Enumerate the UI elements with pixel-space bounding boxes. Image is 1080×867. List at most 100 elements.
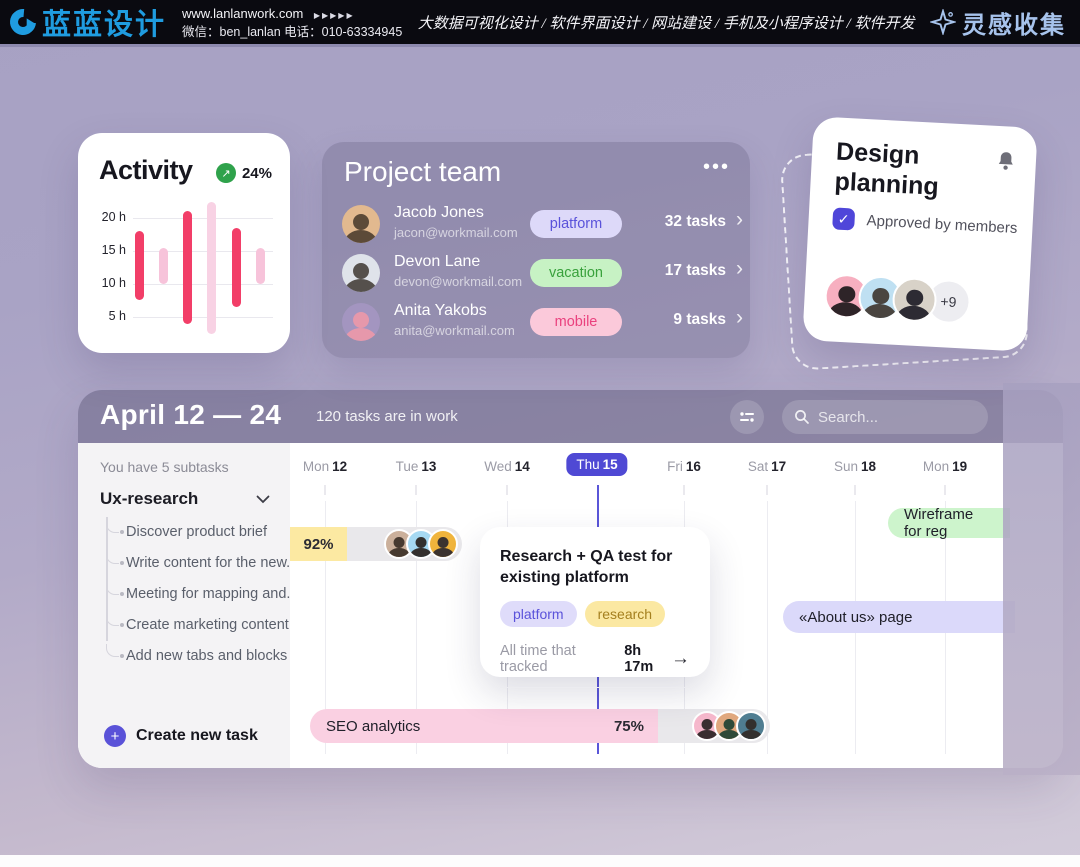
tag-platform[interactable]: platform [500, 600, 577, 627]
plus-icon: + [104, 725, 126, 747]
activity-title: Activity [99, 155, 193, 185]
member-tasks-count: 32 tasks [664, 213, 726, 230]
activity-bar [255, 247, 265, 284]
task-assignees [692, 711, 766, 741]
sparkle-star-icon [930, 9, 956, 35]
member-tag[interactable]: mobile [530, 308, 622, 336]
gridline-20h [133, 218, 273, 219]
day-tick [324, 485, 326, 495]
tree-dot [120, 654, 124, 658]
subtask-item[interactable]: Add new tabs and blocks [126, 648, 288, 664]
tag-research[interactable]: research [584, 600, 666, 627]
search-bar[interactable] [782, 400, 988, 434]
gantt-panel: You have 5 subtasks Ux-research Discover… [78, 390, 1063, 768]
tree-branch [106, 551, 119, 564]
y-axis-label: 5 h [108, 309, 126, 323]
gantt-chart-area: Mon 12 Tue 13 Wed 14 Thu 15 Fri 16 Sat 17 Sun 1… [290, 443, 1063, 768]
activity-bar [134, 231, 144, 301]
tracked-time-value: 8h 17m [624, 642, 654, 675]
activity-badge-value: 24% [241, 164, 272, 182]
bottom-white-strip [0, 855, 1080, 867]
day-tick [415, 485, 417, 495]
subtask-item[interactable]: Write content for the new... [126, 555, 299, 571]
member-email: anita@workmail.com [394, 323, 515, 338]
activity-bar [206, 201, 216, 334]
member-tag[interactable]: vacation [530, 259, 622, 287]
tracked-time-row: All time that tracked 8h 17m → [500, 643, 690, 688]
avatar [342, 254, 380, 292]
inspiration-block[interactable]: 灵感收集 [930, 5, 1066, 40]
tree-dot [120, 623, 124, 627]
day-header[interactable]: Sun 18 [833, 459, 877, 474]
filter-button[interactable] [730, 400, 764, 434]
subtasks-note: You have 5 subtasks [100, 459, 229, 475]
team-member-row[interactable]: Anita Yakobs anita@workmail.com mobile 9… [322, 300, 750, 344]
approval-row: ✓ Approved by members [832, 207, 1018, 239]
subtask-item[interactable]: Create marketing content [126, 617, 289, 633]
approval-label: Approved by members [866, 211, 1018, 237]
subtask-item[interactable]: Discover product brief [126, 524, 268, 540]
chevron-right-icon[interactable]: › [736, 306, 743, 329]
member-email: devon@workmail.com [394, 274, 523, 289]
day-header[interactable]: Sat 17 [747, 459, 787, 474]
tree-dot [120, 561, 124, 565]
activity-badge: ↗ 24% [215, 163, 272, 183]
day-header[interactable]: Fri 16 [667, 459, 701, 474]
day-header[interactable]: Mon 12 [302, 459, 348, 474]
day-header-today[interactable]: Thu 15 [566, 453, 628, 476]
bell-icon[interactable] [995, 150, 1016, 173]
member-tasks-count: 17 tasks [664, 262, 726, 279]
promo-topbar: 蓝蓝设计 www.lanlanwork.com ▶▶▶▶▶ 微信：ben_lan… [0, 0, 1080, 44]
search-input[interactable] [818, 408, 968, 426]
y-axis-label: 15 h [101, 243, 126, 257]
design-planning-card: Design planning ✓ Approved by members +9 [802, 116, 1038, 352]
checkbox-checked[interactable]: ✓ [832, 207, 856, 231]
day-tick [944, 485, 946, 495]
website-link[interactable]: www.lanlanwork.com [182, 5, 304, 21]
day-gridline [325, 501, 326, 754]
day-header[interactable]: Mon 19 [922, 459, 968, 474]
chevron-down-icon[interactable] [256, 495, 270, 504]
background-overlay-decoration [1003, 383, 1080, 775]
create-task-label: Create new task [136, 727, 258, 744]
tree-line [106, 517, 108, 641]
seo-bar-progress: SEO analytics 75% [310, 709, 658, 743]
member-tag[interactable]: platform [530, 210, 622, 238]
task-bar-remainder [347, 527, 462, 561]
arrow-right-icon[interactable]: → [671, 647, 690, 669]
avatar [736, 711, 766, 741]
create-new-task-button[interactable]: + Create new task [104, 725, 258, 747]
day-gridline [767, 501, 768, 754]
contact-info: 微信：ben_lanlan 电话：010-63334945 [182, 25, 403, 40]
member-name: Devon Lane [394, 253, 481, 270]
chevron-right-icon[interactable]: › [736, 257, 743, 280]
day-header[interactable]: Tue 13 [395, 459, 437, 474]
task-bar-about-us[interactable]: «About us» page [783, 601, 1015, 633]
team-member-row[interactable]: Devon Lane devon@workmail.com vacation 1… [322, 251, 750, 295]
task-bar-wireframe[interactable]: Wireframe for reg [888, 506, 1010, 540]
day-tick [854, 485, 856, 495]
design-planning-title: Design planning [833, 137, 940, 201]
tasks-in-work-subtitle: 120 tasks are in work [316, 408, 458, 425]
brand-logo[interactable]: 蓝蓝设计 [4, 1, 166, 43]
avatar [891, 276, 938, 323]
member-name: Jacob Jones [394, 204, 484, 221]
search-icon [795, 410, 809, 424]
team-member-row[interactable]: Jacob Jones jacon@workmail.com platform … [322, 202, 750, 246]
day-header[interactable]: Wed 14 [484, 459, 530, 474]
gantt-header: April 12 — 24 120 tasks are in work [78, 390, 1063, 443]
seo-label: SEO analytics [326, 717, 421, 735]
activity-bar [183, 211, 192, 324]
chevron-right-icon[interactable]: › [736, 208, 743, 231]
task-group-title[interactable]: Ux-research [100, 489, 199, 508]
gridline-15h [133, 251, 273, 252]
task-bar-92[interactable]: 92% [290, 527, 462, 561]
tracked-time-label: All time that tracked [500, 642, 576, 675]
subtask-item[interactable]: Meeting for mapping and... [126, 586, 299, 602]
more-menu-icon[interactable]: ••• [702, 156, 730, 178]
task-bar-seo[interactable]: SEO analytics 75% [310, 709, 770, 743]
seo-bar-remainder [658, 709, 770, 743]
inspiration-label: 灵感收集 [962, 12, 1066, 39]
approvers-avatars[interactable]: +9 [823, 273, 972, 325]
